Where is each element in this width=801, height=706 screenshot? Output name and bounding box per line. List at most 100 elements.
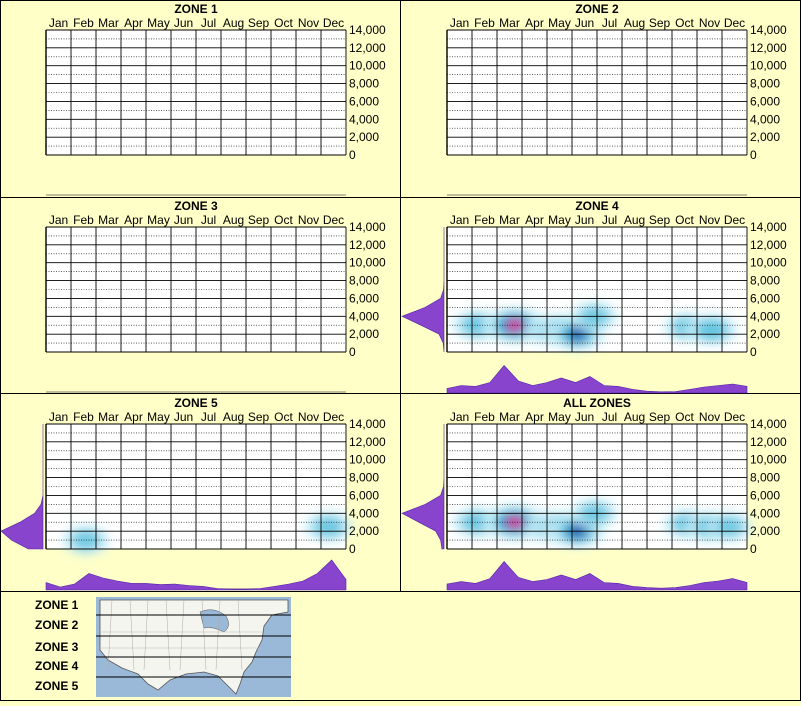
chart-panel-3: ZONE 3 Jan Feb Mar Apr May Jun Jul Aug Sep Oct Nov D… — [45, 199, 386, 393]
month-label: Aug — [624, 16, 645, 30]
month-label: Mar — [98, 213, 119, 227]
elevation-density — [401, 227, 445, 353]
y-tick-label: 0 — [349, 148, 356, 162]
month-label: Mar — [499, 16, 520, 30]
month-label: Nov — [699, 213, 720, 227]
month-label: Jul — [201, 213, 216, 227]
month-label: Jan — [49, 213, 68, 227]
month-label: Feb — [73, 16, 94, 30]
month-label: Nov — [298, 213, 319, 227]
month-label: Jul — [602, 410, 617, 424]
map-state-border — [215, 599, 221, 671]
y-tick-label: 14,000 — [750, 417, 787, 431]
month-label: Jul — [602, 16, 617, 30]
heat-spot — [313, 516, 344, 538]
chart-panel-1: ZONE 1 Jan Feb Mar Apr May Jun Jul Aug Sep Oct Nov D… — [45, 2, 386, 196]
month-label: Jan — [450, 213, 469, 227]
y-tick-label: 12,000 — [750, 435, 787, 449]
y-tick-label: 10,000 — [349, 453, 386, 467]
month-label: Dec — [323, 410, 344, 424]
y-tick-label: 6,000 — [750, 488, 780, 502]
month-label: May — [548, 213, 571, 227]
month-label: Aug — [223, 213, 244, 227]
panel-title: ZONE 1 — [174, 2, 218, 16]
month-label: Aug — [223, 410, 244, 424]
month-label: Dec — [724, 410, 745, 424]
month-label: Aug — [624, 213, 645, 227]
y-tick-label: 0 — [750, 542, 757, 556]
month-label: Nov — [699, 16, 720, 30]
month-label: Dec — [724, 16, 745, 30]
panel-title: ZONE 5 — [174, 396, 218, 410]
y-tick-label: 4,000 — [349, 506, 379, 520]
y-tick-label: 2,000 — [349, 130, 379, 144]
y-tick-label: 6,000 — [349, 94, 379, 108]
us-map — [96, 597, 291, 697]
month-density — [446, 561, 748, 591]
month-label: Aug — [223, 16, 244, 30]
heat-spot — [715, 516, 744, 537]
y-tick-label: 6,000 — [750, 94, 780, 108]
month-label: Apr — [124, 16, 143, 30]
month-label: Feb — [73, 213, 94, 227]
month-label: Sep — [649, 213, 671, 227]
y-tick-label: 12,000 — [750, 41, 787, 55]
y-tick-label: 10,000 — [750, 453, 787, 467]
y-tick-label: 12,000 — [349, 435, 386, 449]
y-tick-label: 2,000 — [750, 524, 780, 538]
month-label: Sep — [649, 16, 671, 30]
y-tick-label: 8,000 — [349, 471, 379, 485]
month-density — [446, 364, 748, 394]
map-state-border — [201, 599, 207, 671]
month-label: Jun — [575, 213, 594, 227]
month-label: Jun — [575, 410, 594, 424]
month-label: Dec — [323, 16, 344, 30]
month-label: Jul — [602, 213, 617, 227]
chart-panel-2: ZONE 2 Jan Feb Mar Apr May Jun Jul Aug Sep Oct Nov D… — [446, 2, 787, 196]
month-label: Feb — [474, 16, 495, 30]
y-tick-label: 8,000 — [750, 274, 780, 288]
month-label: Nov — [298, 16, 319, 30]
y-tick-label: 10,000 — [750, 256, 787, 270]
month-label: May — [147, 213, 170, 227]
y-tick-label: 2,000 — [349, 524, 379, 538]
map-land — [99, 599, 289, 695]
heat-spot — [696, 318, 728, 341]
month-label: Mar — [98, 16, 119, 30]
month-label: May — [548, 16, 571, 30]
y-tick-label: 0 — [349, 345, 356, 359]
month-label: Dec — [323, 213, 344, 227]
month-label: Mar — [98, 410, 119, 424]
map-state-border — [165, 599, 171, 671]
y-tick-label: 4,000 — [750, 309, 780, 323]
y-tick-label: 4,000 — [349, 309, 379, 323]
y-tick-label: 10,000 — [349, 59, 386, 73]
y-tick-label: 4,000 — [349, 112, 379, 126]
month-label: Sep — [248, 16, 270, 30]
y-tick-label: 14,000 — [349, 417, 386, 431]
y-tick-label: 12,000 — [349, 238, 386, 252]
y-tick-label: 8,000 — [750, 77, 780, 91]
y-tick-label: 10,000 — [750, 59, 787, 73]
month-label: Feb — [474, 213, 495, 227]
month-label: Jul — [201, 410, 216, 424]
month-label: Apr — [124, 410, 143, 424]
chart-panel-5: ZONE 5 Jan Feb Mar Apr May Jun Jul Aug Sep Oct Nov D… — [0, 396, 386, 591]
month-label: Feb — [73, 410, 94, 424]
map-state-border — [129, 599, 135, 671]
panel-title: ZONE 3 — [174, 199, 218, 213]
month-label: Jan — [49, 410, 68, 424]
month-label: Sep — [649, 410, 671, 424]
elevation-density — [401, 424, 445, 550]
month-label: Oct — [675, 213, 694, 227]
month-label: Nov — [699, 410, 720, 424]
month-label: May — [147, 16, 170, 30]
legend-zone-label: ZONE 3 — [35, 640, 79, 654]
panel-title: ZONE 2 — [575, 2, 619, 16]
panel-title: ZONE 4 — [575, 199, 619, 213]
y-tick-label: 14,000 — [750, 23, 787, 37]
y-tick-label: 2,000 — [349, 327, 379, 341]
y-tick-label: 6,000 — [349, 291, 379, 305]
legend-zone-label: ZONE 4 — [35, 659, 79, 673]
